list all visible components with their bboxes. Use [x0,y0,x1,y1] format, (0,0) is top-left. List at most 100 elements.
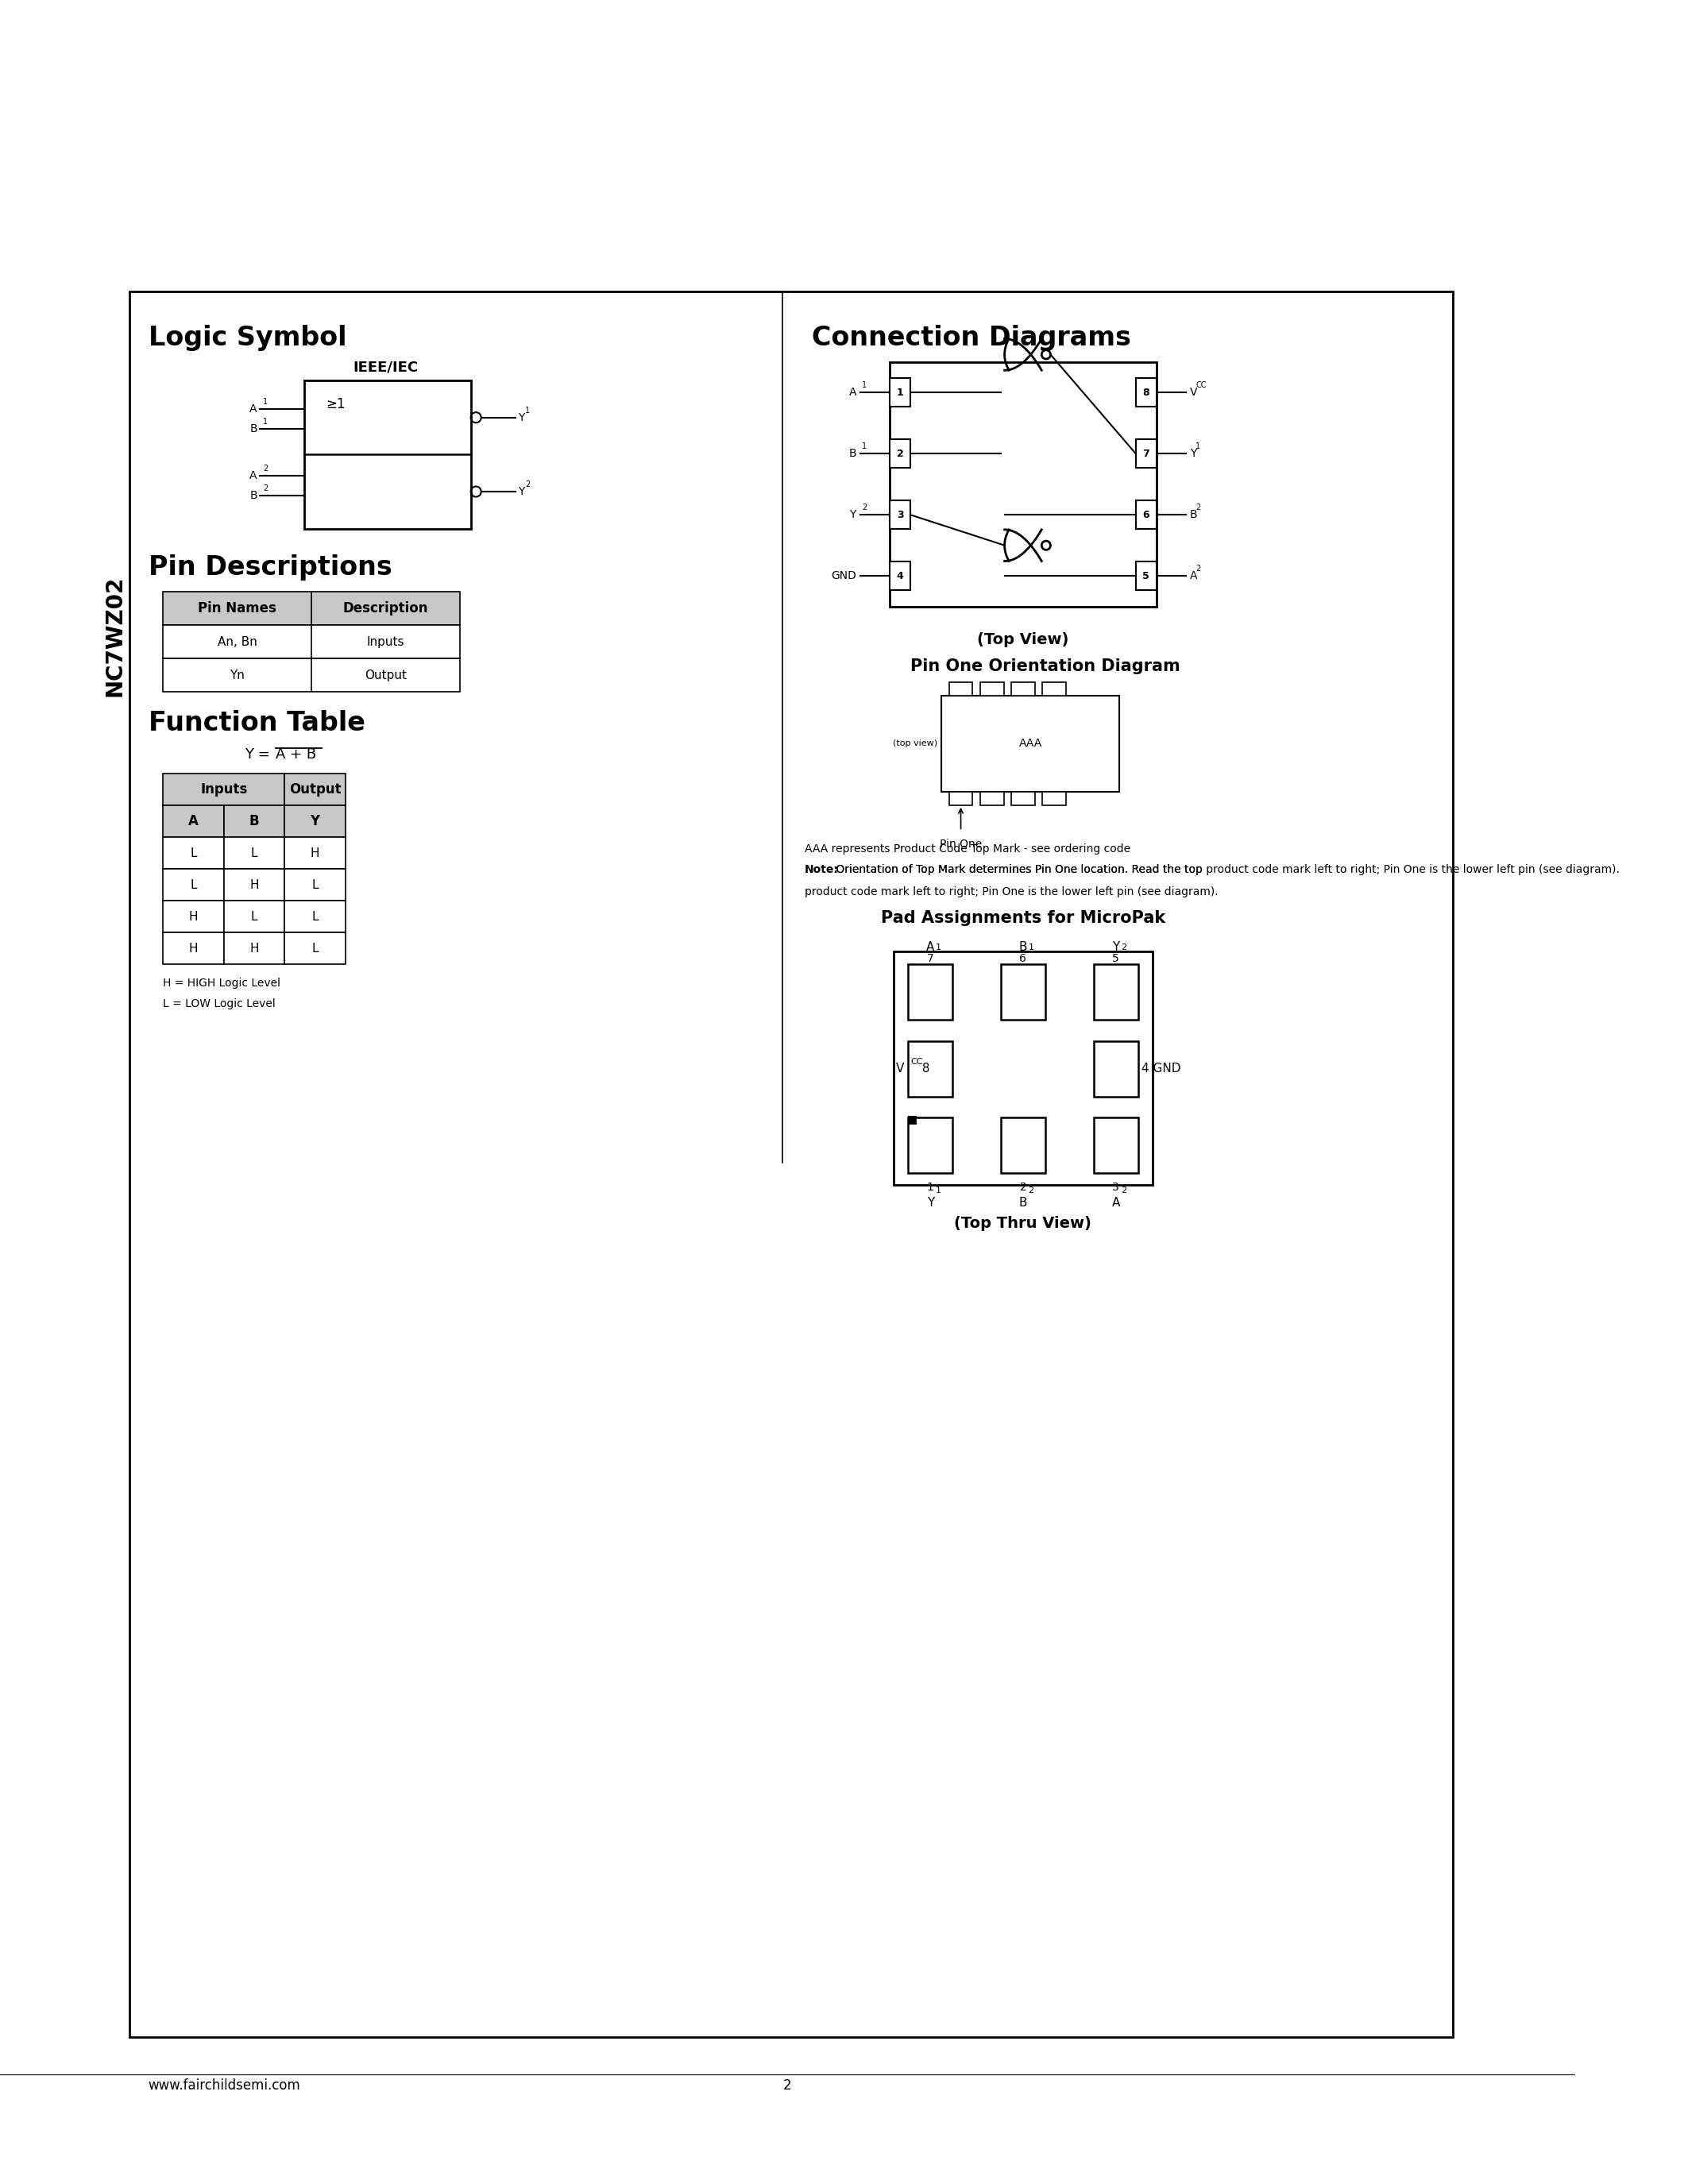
Text: L: L [191,847,197,858]
Bar [164,900,225,933]
Text: Connection Diagrams: Connection Diagrams [812,325,1131,352]
Text: L: L [312,911,319,922]
Bar [1136,561,1156,590]
Bar [908,1042,952,1096]
Text: B: B [1020,941,1028,954]
Bar [164,806,225,836]
Text: Y: Y [518,413,525,424]
Bar [164,869,225,900]
Text: 2: 2 [525,480,530,489]
Text: H: H [250,943,258,954]
Bar [164,773,285,806]
Bar [1001,1118,1045,1173]
Text: Y: Y [1112,941,1119,954]
Text: 3: 3 [1112,1182,1119,1192]
Text: L = LOW Logic Level: L = LOW Logic Level [164,998,275,1009]
Text: (top view): (top view) [893,740,939,747]
Text: H: H [250,878,258,891]
Text: 1: 1 [1028,943,1033,952]
Text: L: L [252,911,258,922]
Text: Pin Descriptions: Pin Descriptions [149,555,392,581]
Text: H = HIGH Logic Level: H = HIGH Logic Level [164,978,280,989]
Text: V: V [1190,387,1197,397]
Bar [1136,378,1156,406]
Text: B: B [1020,1197,1028,1208]
Text: Description: Description [343,601,429,616]
Text: Y: Y [518,487,525,498]
Text: 1: 1 [896,387,903,397]
Text: CC: CC [910,1057,923,1066]
Text: 5: 5 [1143,570,1150,581]
Text: A: A [189,815,199,828]
Bar [1001,965,1045,1020]
Text: A: A [1112,1197,1119,1208]
Bar [908,1116,917,1125]
Text: 2: 2 [1195,566,1200,572]
Bar [1094,1118,1138,1173]
Bar [164,657,459,692]
Text: B: B [849,448,856,459]
Text: B: B [250,489,257,500]
Text: ≥1: ≥1 [326,397,346,411]
Text: (Top Thru View): (Top Thru View) [954,1216,1092,1232]
Text: 7: 7 [1143,448,1150,459]
Bar [304,380,471,529]
Bar [1011,681,1035,695]
Text: AAA represents Product Code Top Mark - see ordering code: AAA represents Product Code Top Mark - s… [805,843,1131,854]
Text: 8: 8 [1143,387,1150,397]
Bar [890,363,1156,607]
Text: 2: 2 [1121,1186,1126,1195]
Bar [1136,439,1156,467]
Text: GND: GND [830,570,856,581]
Text: B: B [250,424,257,435]
Text: L: L [252,847,258,858]
Text: Y =: Y = [245,747,275,762]
Bar [1043,681,1067,695]
Text: Pin One: Pin One [940,839,982,850]
Text: A: A [250,470,257,480]
Text: Inputs: Inputs [201,782,248,797]
Text: 2: 2 [863,505,868,511]
Text: 2: 2 [896,448,903,459]
Bar [225,900,285,933]
Text: 2: 2 [1195,505,1200,511]
Text: 3: 3 [896,509,903,520]
Text: Output: Output [365,668,407,681]
Text: Output: Output [289,782,341,797]
Text: L: L [191,878,197,891]
Text: Pin One Orientation Diagram: Pin One Orientation Diagram [910,657,1180,675]
Bar [890,378,910,406]
Text: 2: 2 [1020,1182,1026,1192]
Text: A: A [250,404,257,415]
Text: 2: 2 [1028,1186,1035,1195]
Text: 1: 1 [863,443,868,450]
Text: L: L [312,943,319,954]
Text: 1: 1 [935,943,942,952]
Text: H: H [311,847,319,858]
Bar [1011,793,1035,806]
Bar [164,592,459,625]
Text: H: H [189,911,197,922]
Text: Y: Y [927,1197,933,1208]
Text: A: A [1190,570,1197,581]
Bar [285,900,346,933]
Text: Orientation of Top Mark determines Pin One location. Read the top product code m: Orientation of Top Mark determines Pin O… [832,865,1620,876]
Text: IEEE/IEC: IEEE/IEC [353,360,419,376]
Text: 1: 1 [525,406,530,415]
Text: Y: Y [849,509,856,520]
Bar [164,836,225,869]
Bar [225,806,285,836]
Bar [981,793,1004,806]
Bar [285,836,346,869]
Text: H: H [189,943,197,954]
Text: 4: 4 [896,570,903,581]
Text: L: L [312,878,319,891]
Text: A: A [849,387,856,397]
Bar [285,869,346,900]
Bar [890,561,910,590]
Bar [893,952,1153,1184]
Bar [1094,965,1138,1020]
Text: B: B [250,815,260,828]
Text: 1: 1 [263,417,268,426]
Text: Y: Y [1190,448,1197,459]
